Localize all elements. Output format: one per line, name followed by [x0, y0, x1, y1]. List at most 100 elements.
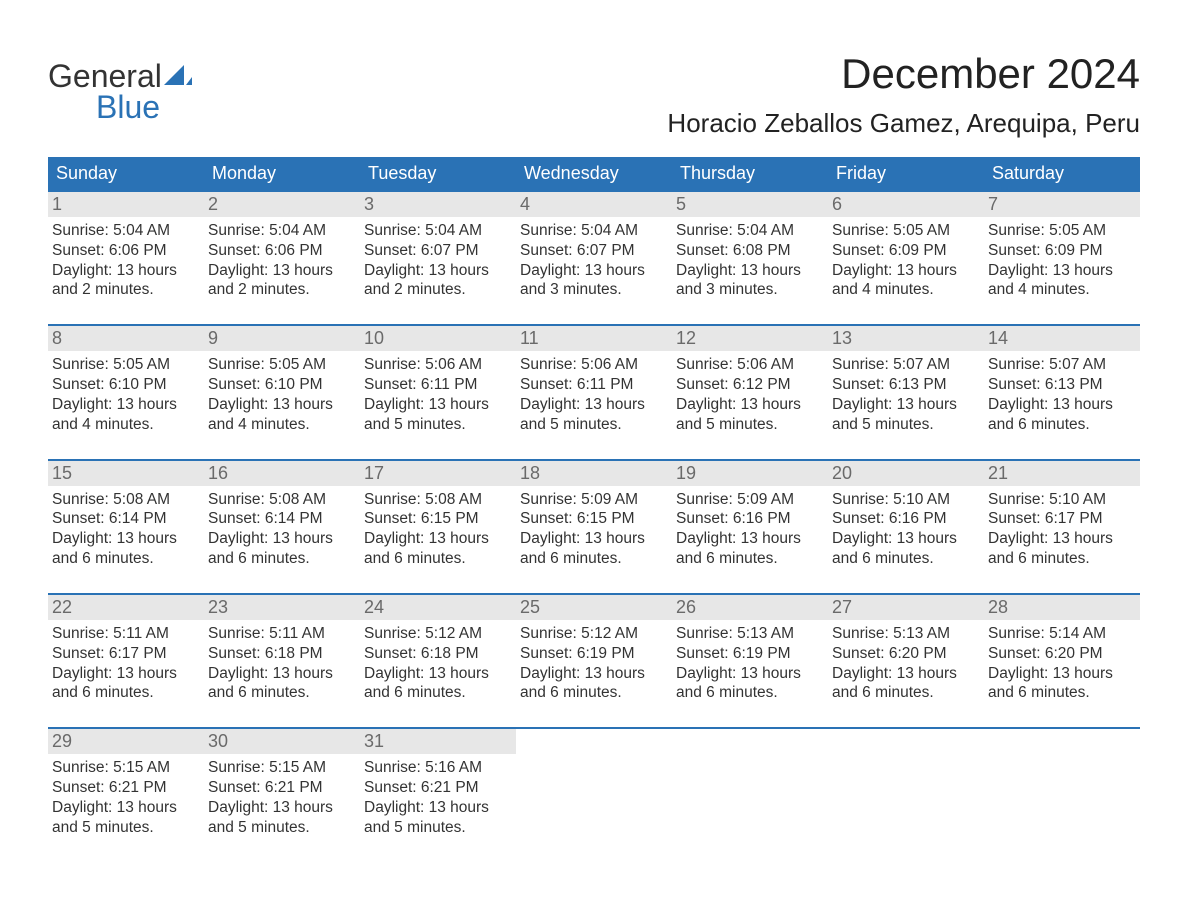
- day-sunset: Sunset: 6:20 PM: [832, 644, 978, 664]
- day-dl2: and 5 minutes.: [52, 818, 198, 838]
- day-number: 24: [360, 595, 516, 620]
- day-sunset: Sunset: 6:06 PM: [208, 241, 354, 261]
- dow-monday: Monday: [204, 157, 360, 190]
- day-dl1: Daylight: 13 hours: [364, 664, 510, 684]
- day-sunset: Sunset: 6:21 PM: [364, 778, 510, 798]
- day-sunrise: Sunrise: 5:06 AM: [364, 355, 510, 375]
- day-dl2: and 6 minutes.: [52, 683, 198, 703]
- day-cell: 15Sunrise: 5:08 AMSunset: 6:14 PMDayligh…: [48, 461, 204, 579]
- day-sunset: Sunset: 6:09 PM: [988, 241, 1134, 261]
- day-sunset: Sunset: 6:17 PM: [988, 509, 1134, 529]
- dow-friday: Friday: [828, 157, 984, 190]
- day-sunrise: Sunrise: 5:13 AM: [832, 624, 978, 644]
- dow-thursday: Thursday: [672, 157, 828, 190]
- day-cell: 22Sunrise: 5:11 AMSunset: 6:17 PMDayligh…: [48, 595, 204, 713]
- day-body: Sunrise: 5:04 AMSunset: 6:06 PMDaylight:…: [208, 221, 354, 300]
- day-cell: 7 Sunrise: 5:05 AMSunset: 6:09 PMDaylight…: [984, 192, 1140, 310]
- day-sunset: Sunset: 6:10 PM: [208, 375, 354, 395]
- day-body: Sunrise: 5:04 AMSunset: 6:07 PMDaylight:…: [520, 221, 666, 300]
- day-cell: [984, 729, 1140, 847]
- day-body: Sunrise: 5:05 AMSunset: 6:09 PMDaylight:…: [988, 221, 1134, 300]
- day-dl2: and 5 minutes.: [364, 818, 510, 838]
- day-sunset: Sunset: 6:19 PM: [676, 644, 822, 664]
- day-body: Sunrise: 5:07 AMSunset: 6:13 PMDaylight:…: [832, 355, 978, 434]
- day-dl2: and 6 minutes.: [364, 683, 510, 703]
- day-dl2: and 4 minutes.: [832, 280, 978, 300]
- day-sunset: Sunset: 6:20 PM: [988, 644, 1134, 664]
- dow-wednesday: Wednesday: [516, 157, 672, 190]
- day-cell: 3 Sunrise: 5:04 AMSunset: 6:07 PMDaylight…: [360, 192, 516, 310]
- dow-tuesday: Tuesday: [360, 157, 516, 190]
- day-number: 3: [360, 192, 516, 217]
- day-sunset: Sunset: 6:15 PM: [364, 509, 510, 529]
- day-dl2: and 6 minutes.: [832, 683, 978, 703]
- day-sunrise: Sunrise: 5:07 AM: [832, 355, 978, 375]
- day-dl1: Daylight: 13 hours: [520, 261, 666, 281]
- day-sunset: Sunset: 6:17 PM: [52, 644, 198, 664]
- day-dl1: Daylight: 13 hours: [988, 664, 1134, 684]
- day-number: 11: [516, 326, 672, 351]
- day-number: 7: [984, 192, 1140, 217]
- dow-sunday: Sunday: [48, 157, 204, 190]
- day-dl2: and 5 minutes.: [520, 415, 666, 435]
- day-cell: 5Sunrise: 5:04 AMSunset: 6:08 PMDaylight…: [672, 192, 828, 310]
- day-sunset: Sunset: 6:12 PM: [676, 375, 822, 395]
- day-cell: 31Sunrise: 5:16 AMSunset: 6:21 PMDayligh…: [360, 729, 516, 847]
- day-body: Sunrise: 5:04 AMSunset: 6:07 PMDaylight:…: [364, 221, 510, 300]
- day-sunrise: Sunrise: 5:14 AM: [988, 624, 1134, 644]
- day-dl2: and 6 minutes.: [208, 549, 354, 569]
- day-dl2: and 6 minutes.: [988, 549, 1134, 569]
- day-dl1: Daylight: 13 hours: [364, 529, 510, 549]
- day-sunset: Sunset: 6:16 PM: [676, 509, 822, 529]
- day-dl2: and 3 minutes.: [520, 280, 666, 300]
- day-sunset: Sunset: 6:07 PM: [364, 241, 510, 261]
- day-sunrise: Sunrise: 5:09 AM: [676, 490, 822, 510]
- day-body: Sunrise: 5:13 AMSunset: 6:19 PMDaylight:…: [676, 624, 822, 703]
- day-cell: 23Sunrise: 5:11 AMSunset: 6:18 PMDayligh…: [204, 595, 360, 713]
- day-dl1: Daylight: 13 hours: [988, 395, 1134, 415]
- day-body: Sunrise: 5:05 AMSunset: 6:09 PMDaylight:…: [832, 221, 978, 300]
- day-sunset: Sunset: 6:13 PM: [832, 375, 978, 395]
- day-dl1: Daylight: 13 hours: [520, 395, 666, 415]
- day-dl1: Daylight: 13 hours: [52, 529, 198, 549]
- day-body: Sunrise: 5:04 AMSunset: 6:08 PMDaylight:…: [676, 221, 822, 300]
- day-sunrise: Sunrise: 5:04 AM: [208, 221, 354, 241]
- day-sunset: Sunset: 6:11 PM: [364, 375, 510, 395]
- day-body: Sunrise: 5:05 AMSunset: 6:10 PMDaylight:…: [208, 355, 354, 434]
- day-cell: 26Sunrise: 5:13 AMSunset: 6:19 PMDayligh…: [672, 595, 828, 713]
- day-cell: 29Sunrise: 5:15 AMSunset: 6:21 PMDayligh…: [48, 729, 204, 847]
- day-sunset: Sunset: 6:06 PM: [52, 241, 198, 261]
- day-sunset: Sunset: 6:07 PM: [520, 241, 666, 261]
- day-cell: 9Sunrise: 5:05 AMSunset: 6:10 PMDaylight…: [204, 326, 360, 444]
- day-dl2: and 6 minutes.: [832, 549, 978, 569]
- day-dl1: Daylight: 13 hours: [52, 261, 198, 281]
- day-sunrise: Sunrise: 5:06 AM: [520, 355, 666, 375]
- day-sunset: Sunset: 6:11 PM: [520, 375, 666, 395]
- day-sunrise: Sunrise: 5:04 AM: [52, 221, 198, 241]
- logo: General Blue: [48, 58, 192, 126]
- day-body: Sunrise: 5:09 AMSunset: 6:16 PMDaylight:…: [676, 490, 822, 569]
- day-body: Sunrise: 5:15 AMSunset: 6:21 PMDaylight:…: [52, 758, 198, 837]
- day-sunset: Sunset: 6:14 PM: [208, 509, 354, 529]
- day-sunset: Sunset: 6:18 PM: [364, 644, 510, 664]
- day-cell: [516, 729, 672, 847]
- day-body: Sunrise: 5:09 AMSunset: 6:15 PMDaylight:…: [520, 490, 666, 569]
- day-cell: 10Sunrise: 5:06 AMSunset: 6:11 PMDayligh…: [360, 326, 516, 444]
- day-body: Sunrise: 5:07 AMSunset: 6:13 PMDaylight:…: [988, 355, 1134, 434]
- day-sunrise: Sunrise: 5:13 AM: [676, 624, 822, 644]
- location: Horacio Zeballos Gamez, Arequipa, Peru: [667, 108, 1140, 139]
- day-sunset: Sunset: 6:08 PM: [676, 241, 822, 261]
- day-sunset: Sunset: 6:21 PM: [208, 778, 354, 798]
- day-dl2: and 6 minutes.: [520, 683, 666, 703]
- day-dl2: and 6 minutes.: [208, 683, 354, 703]
- day-cell: 12Sunrise: 5:06 AMSunset: 6:12 PMDayligh…: [672, 326, 828, 444]
- day-sunset: Sunset: 6:14 PM: [52, 509, 198, 529]
- day-dl1: Daylight: 13 hours: [208, 395, 354, 415]
- day-number: 14: [984, 326, 1140, 351]
- day-dl1: Daylight: 13 hours: [832, 664, 978, 684]
- day-sunset: Sunset: 6:13 PM: [988, 375, 1134, 395]
- day-cell: 24Sunrise: 5:12 AMSunset: 6:18 PMDayligh…: [360, 595, 516, 713]
- calendar: Sunday Monday Tuesday Wednesday Thursday…: [48, 157, 1140, 848]
- day-sunrise: Sunrise: 5:15 AM: [52, 758, 198, 778]
- day-dl1: Daylight: 13 hours: [52, 395, 198, 415]
